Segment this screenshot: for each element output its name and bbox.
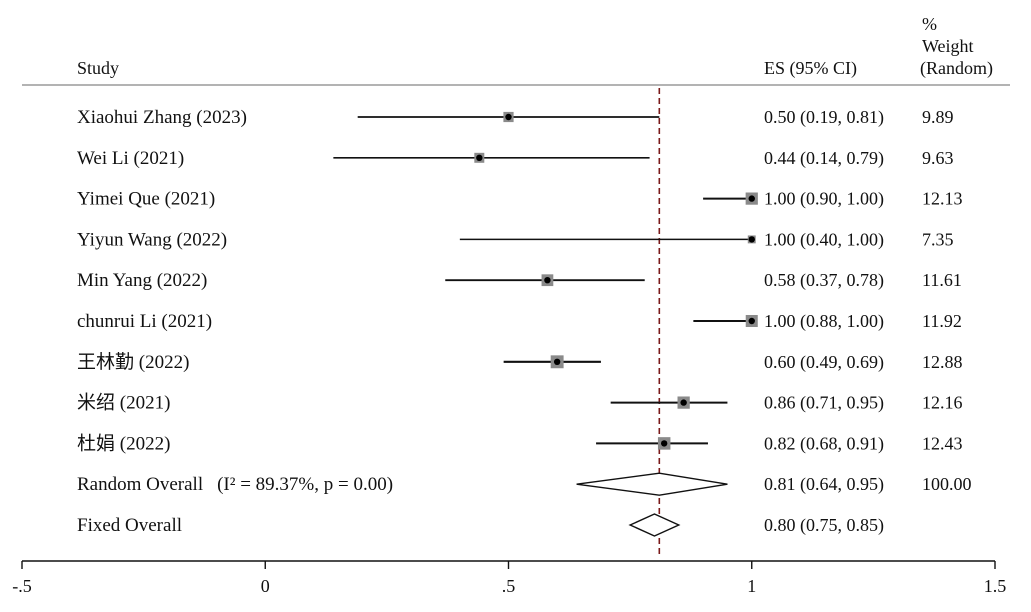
study-row: chunrui Li (2021) 1.00 (0.88, 1.00) 11.92 (77, 311, 962, 332)
study-row: Wei Li (2021) 0.44 (0.14, 0.79) 9.63 (77, 148, 954, 169)
es-ci-text: 0.82 (0.68, 0.91) (764, 433, 884, 454)
overall-label: Fixed Overall (77, 515, 182, 536)
header-weight-line2: Weight (922, 36, 974, 56)
random-overall-row: Random Overall (I² = 89.37%, p = 0.00) 0.8… (77, 472, 972, 496)
overall-diamond (576, 472, 728, 496)
study-rows: Xiaohui Zhang (2023) 0.50 (0.19, 0.81) 9.8… (77, 88, 972, 556)
study-row: Min Yang (2022) 0.58 (0.37, 0.78) 11.61 (77, 270, 962, 291)
overall-diamond (628, 513, 681, 537)
weight-text: 9.89 (922, 107, 954, 127)
weight-text: 11.92 (922, 311, 962, 331)
overall-es-ci-text: 0.80 (0.75, 0.85) (764, 515, 884, 536)
point-estimate (553, 358, 561, 365)
point-estimate (748, 317, 755, 325)
study-label: Xiaohui Zhang (2023) (77, 107, 247, 128)
weight-text: 7.35 (922, 229, 954, 249)
point-estimate (748, 236, 755, 243)
weight-text: 12.16 (922, 393, 963, 413)
study-row: 米绍 (2021) 0.86 (0.71, 0.95) 12.16 (77, 392, 963, 414)
study-label: 杜娟 (2022) (77, 432, 170, 454)
es-ci-text: 0.86 (0.71, 0.95) (764, 393, 884, 414)
header-es: ES (95% CI) (764, 58, 857, 79)
es-ci-text: 0.58 (0.37, 0.78) (764, 270, 884, 291)
x-tick-label: 0 (261, 576, 270, 596)
x-tick-label: -.5 (12, 576, 32, 596)
es-ci-text: 0.44 (0.14, 0.79) (764, 148, 884, 169)
weight-text: 12.43 (922, 433, 963, 453)
overall-weight-text: 100.00 (922, 474, 972, 494)
weight-text: 12.13 (922, 189, 963, 209)
point-estimate (660, 440, 668, 447)
es-ci-text: 1.00 (0.88, 1.00) (764, 311, 884, 332)
study-row: Yimei Que (2021) 1.00 (0.90, 1.00) 12.13 (77, 189, 963, 210)
point-estimate (680, 399, 687, 406)
weight-text: 11.61 (922, 270, 962, 290)
es-ci-text: 1.00 (0.90, 1.00) (764, 189, 884, 210)
overall-label: Random Overall (I² = 89.37%, p = 0.00) (77, 474, 393, 495)
study-row: Xiaohui Zhang (2023) 0.50 (0.19, 0.81) 9.8… (77, 107, 954, 128)
es-ci-text: 1.00 (0.40, 1.00) (764, 229, 884, 250)
study-label: Yiyun Wang (2022) (77, 229, 227, 250)
study-label: Min Yang (2022) (77, 270, 207, 291)
x-tick-label: 1 (747, 576, 756, 596)
study-label: chunrui Li (2021) (77, 311, 212, 332)
study-row: Yiyun Wang (2022) 1.00 (0.40, 1.00) 7.35 (77, 229, 954, 250)
weight-text: 12.88 (922, 352, 963, 372)
fixed-overall-row: Fixed Overall 0.80 (0.75, 0.85) (77, 513, 884, 537)
point-estimate (505, 113, 512, 121)
point-estimate (748, 195, 755, 202)
study-label: Yimei Que (2021) (77, 189, 215, 210)
x-axis: -.5 0 .5 1 1.5 (12, 560, 1007, 596)
overall-es-ci-text: 0.81 (0.64, 0.95) (764, 474, 884, 495)
header-weight-line3: (Random) (920, 58, 993, 79)
header-study: Study (77, 58, 119, 78)
heterogeneity-text: (I² = 89.37%, p = 0.00) (217, 474, 393, 495)
point-estimate (476, 154, 483, 161)
study-row: 杜娟 (2022) 0.82 (0.68, 0.91) 12.43 (77, 432, 963, 454)
weight-text: 9.63 (922, 148, 954, 168)
es-ci-text: 0.60 (0.49, 0.69) (764, 352, 884, 373)
point-estimate (544, 277, 551, 284)
study-row: 王林勤 (2022) 0.60 (0.49, 0.69) 12.88 (77, 351, 963, 373)
header-weight-line1: % (922, 14, 937, 34)
study-label: Wei Li (2021) (77, 148, 184, 169)
es-ci-text: 0.50 (0.19, 0.81) (764, 107, 884, 128)
study-label: 米绍 (2021) (77, 392, 170, 414)
study-label: 王林勤 (2022) (77, 351, 189, 373)
x-tick-label: 1.5 (984, 576, 1007, 596)
x-tick-label: .5 (502, 576, 516, 596)
